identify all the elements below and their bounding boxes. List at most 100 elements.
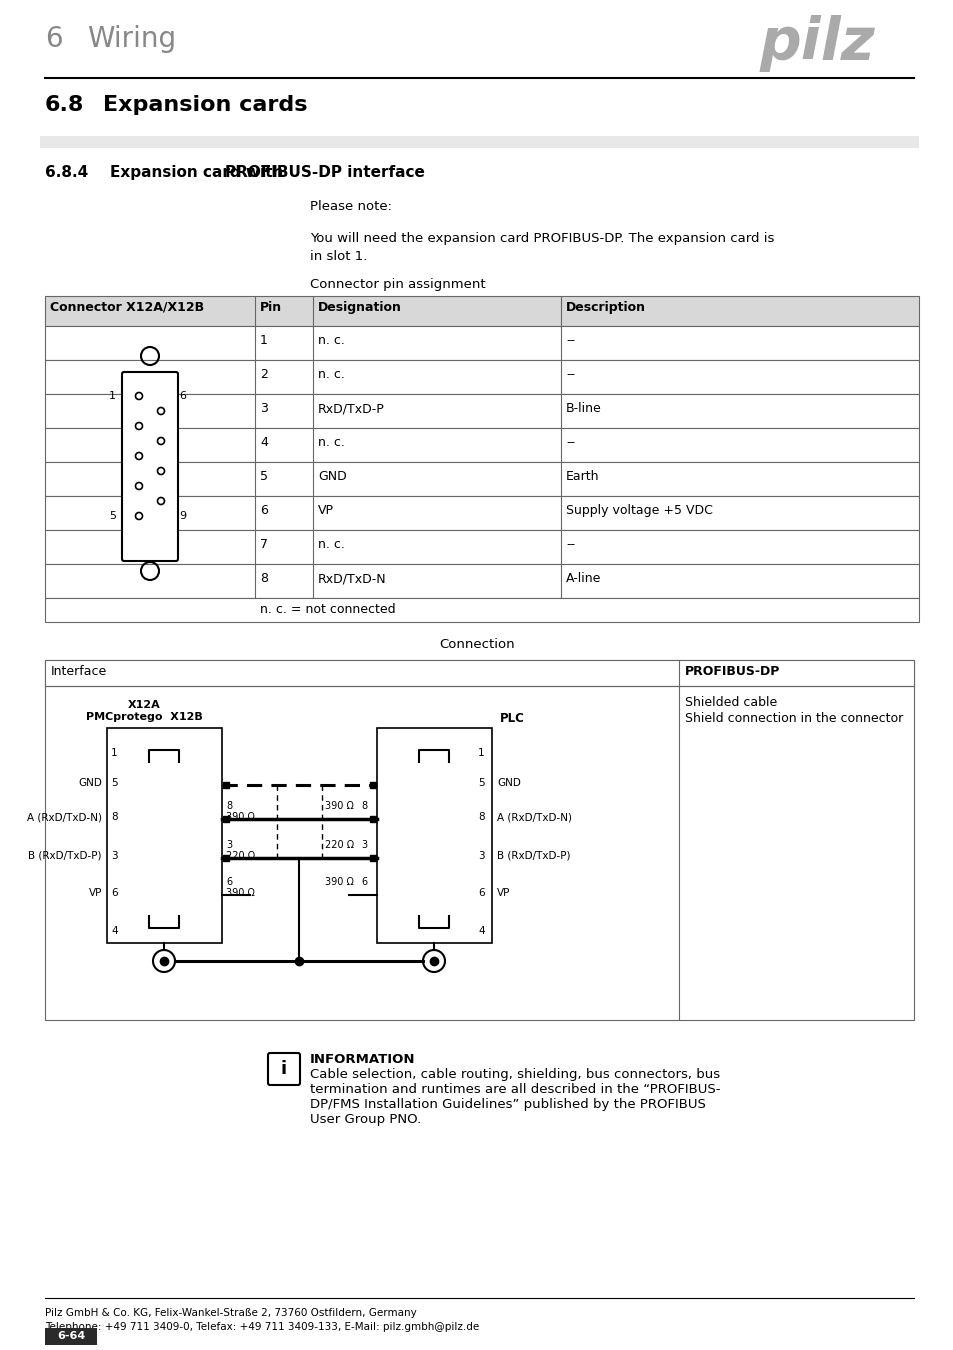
Bar (45, 462, 918, 495)
Text: Wiring: Wiring (87, 26, 176, 53)
Text: --: -- (565, 333, 575, 347)
Text: You will need the expansion card PROFIBUS-DP. The expansion card is: You will need the expansion card PROFIBU… (310, 232, 774, 244)
Text: 6.8: 6.8 (45, 95, 84, 115)
Text: Description: Description (565, 301, 645, 315)
Text: 6: 6 (360, 878, 367, 887)
Text: in slot 1.: in slot 1. (310, 250, 367, 263)
Text: Expansion cards: Expansion cards (103, 95, 307, 115)
Text: RxD/TxD-N: RxD/TxD-N (317, 572, 386, 585)
Text: X12A: X12A (128, 701, 160, 710)
Text: --: -- (565, 369, 575, 381)
Text: RxD/TxD-P: RxD/TxD-P (317, 402, 384, 414)
Text: n. c.: n. c. (317, 539, 345, 551)
Text: termination and runtimes are all described in the “PROFIBUS-: termination and runtimes are all describ… (310, 1083, 720, 1096)
Bar (376, 728, 492, 944)
Text: User Group PNO.: User Group PNO. (310, 1112, 421, 1126)
Text: 5: 5 (111, 778, 117, 788)
Text: --: -- (565, 539, 575, 551)
Text: 9: 9 (179, 512, 186, 521)
Text: 6: 6 (260, 504, 268, 517)
Text: 5: 5 (477, 778, 484, 788)
Text: Pin: Pin (260, 301, 282, 315)
Text: Expansion card with: Expansion card with (110, 165, 289, 180)
Text: n. c.: n. c. (317, 436, 345, 450)
Text: VP: VP (497, 888, 510, 898)
Text: 6.8.4: 6.8.4 (45, 165, 89, 180)
Text: A (RxD/TxD-N): A (RxD/TxD-N) (27, 811, 102, 822)
Text: Connection: Connection (438, 639, 515, 651)
Text: 7: 7 (260, 539, 268, 551)
Text: 5: 5 (260, 470, 268, 483)
Text: INFORMATION: INFORMATION (310, 1053, 416, 1066)
Text: Shield connection in the connector: Shield connection in the connector (684, 711, 902, 725)
Text: B (RxD/TxD-P): B (RxD/TxD-P) (497, 850, 570, 861)
Text: PLC: PLC (499, 711, 524, 725)
Bar (45, 296, 918, 325)
Text: 8: 8 (260, 572, 268, 585)
Text: n. c.: n. c. (317, 333, 345, 347)
Text: DP/FMS Installation Guidelines” published by the PROFIBUS: DP/FMS Installation Guidelines” publishe… (310, 1098, 705, 1111)
Text: 3: 3 (260, 402, 268, 414)
Text: Connector X12A/X12B: Connector X12A/X12B (50, 301, 204, 315)
Text: Connector pin assignment: Connector pin assignment (310, 278, 485, 292)
Text: B (RxD/TxD-P): B (RxD/TxD-P) (29, 850, 102, 861)
Text: 1: 1 (477, 748, 484, 757)
Text: Interface: Interface (51, 666, 107, 678)
Text: Telephone: +49 711 3409-0, Telefax: +49 711 3409-133, E-Mail: pilz.gmbh@pilz.de: Telephone: +49 711 3409-0, Telefax: +49 … (45, 1322, 478, 1332)
Text: 3: 3 (477, 850, 484, 861)
Text: 220 Ω: 220 Ω (325, 840, 354, 850)
Text: 4: 4 (260, 436, 268, 450)
Text: 4: 4 (477, 926, 484, 936)
Bar (107, 728, 222, 944)
Text: 6: 6 (477, 888, 484, 898)
Text: Please note:: Please note: (310, 200, 392, 213)
Text: 6-64: 6-64 (57, 1331, 85, 1341)
Text: 8: 8 (477, 811, 484, 822)
FancyBboxPatch shape (268, 1053, 299, 1085)
Text: VP: VP (317, 504, 334, 517)
FancyBboxPatch shape (122, 373, 178, 562)
Text: Supply voltage +5 VDC: Supply voltage +5 VDC (565, 504, 712, 517)
Text: 6: 6 (111, 888, 117, 898)
Text: A-line: A-line (565, 572, 600, 585)
Bar (45, 325, 918, 360)
Text: i: i (280, 1060, 287, 1079)
Text: 2: 2 (260, 369, 268, 381)
Text: GND: GND (78, 778, 102, 788)
Text: 6: 6 (226, 878, 232, 887)
Bar (45, 495, 918, 531)
Text: PROFIBUS-DP interface: PROFIBUS-DP interface (225, 165, 424, 180)
Text: 390 Ω: 390 Ω (226, 811, 254, 822)
Bar (45, 360, 918, 394)
Text: Pilz GmbH & Co. KG, Felix-Wankel-Straße 2, 73760 Ostfildern, Germany: Pilz GmbH & Co. KG, Felix-Wankel-Straße … (45, 1308, 416, 1318)
Text: 3: 3 (360, 840, 367, 850)
Text: Earth: Earth (565, 470, 598, 483)
Text: Cable selection, cable routing, shielding, bus connectors, bus: Cable selection, cable routing, shieldin… (310, 1068, 720, 1081)
Text: pilz: pilz (760, 15, 875, 72)
Text: 8: 8 (360, 801, 367, 811)
Text: PROFIBUS-DP: PROFIBUS-DP (684, 666, 780, 678)
Text: GND: GND (497, 778, 520, 788)
Text: VP: VP (89, 888, 102, 898)
Text: 8: 8 (111, 811, 117, 822)
Text: 4: 4 (111, 926, 117, 936)
Text: 390 Ω: 390 Ω (226, 888, 254, 898)
Text: 6: 6 (179, 392, 186, 401)
Bar (45, 1328, 97, 1345)
Bar (45, 394, 918, 428)
Text: Shielded cable: Shielded cable (684, 697, 777, 709)
Text: PMCprotego  X12B: PMCprotego X12B (86, 711, 202, 722)
Bar (45, 598, 918, 622)
Text: 3: 3 (111, 850, 117, 861)
Bar (45, 564, 918, 598)
Text: 1: 1 (260, 333, 268, 347)
Text: GND: GND (317, 470, 346, 483)
Text: B-line: B-line (565, 402, 601, 414)
Text: 1: 1 (109, 392, 116, 401)
Text: 220 Ω: 220 Ω (226, 850, 254, 861)
Bar (45, 660, 913, 1021)
Text: 6: 6 (45, 26, 63, 53)
Text: --: -- (565, 436, 575, 450)
Text: 390 Ω: 390 Ω (325, 878, 354, 887)
Bar (40, 136, 918, 148)
